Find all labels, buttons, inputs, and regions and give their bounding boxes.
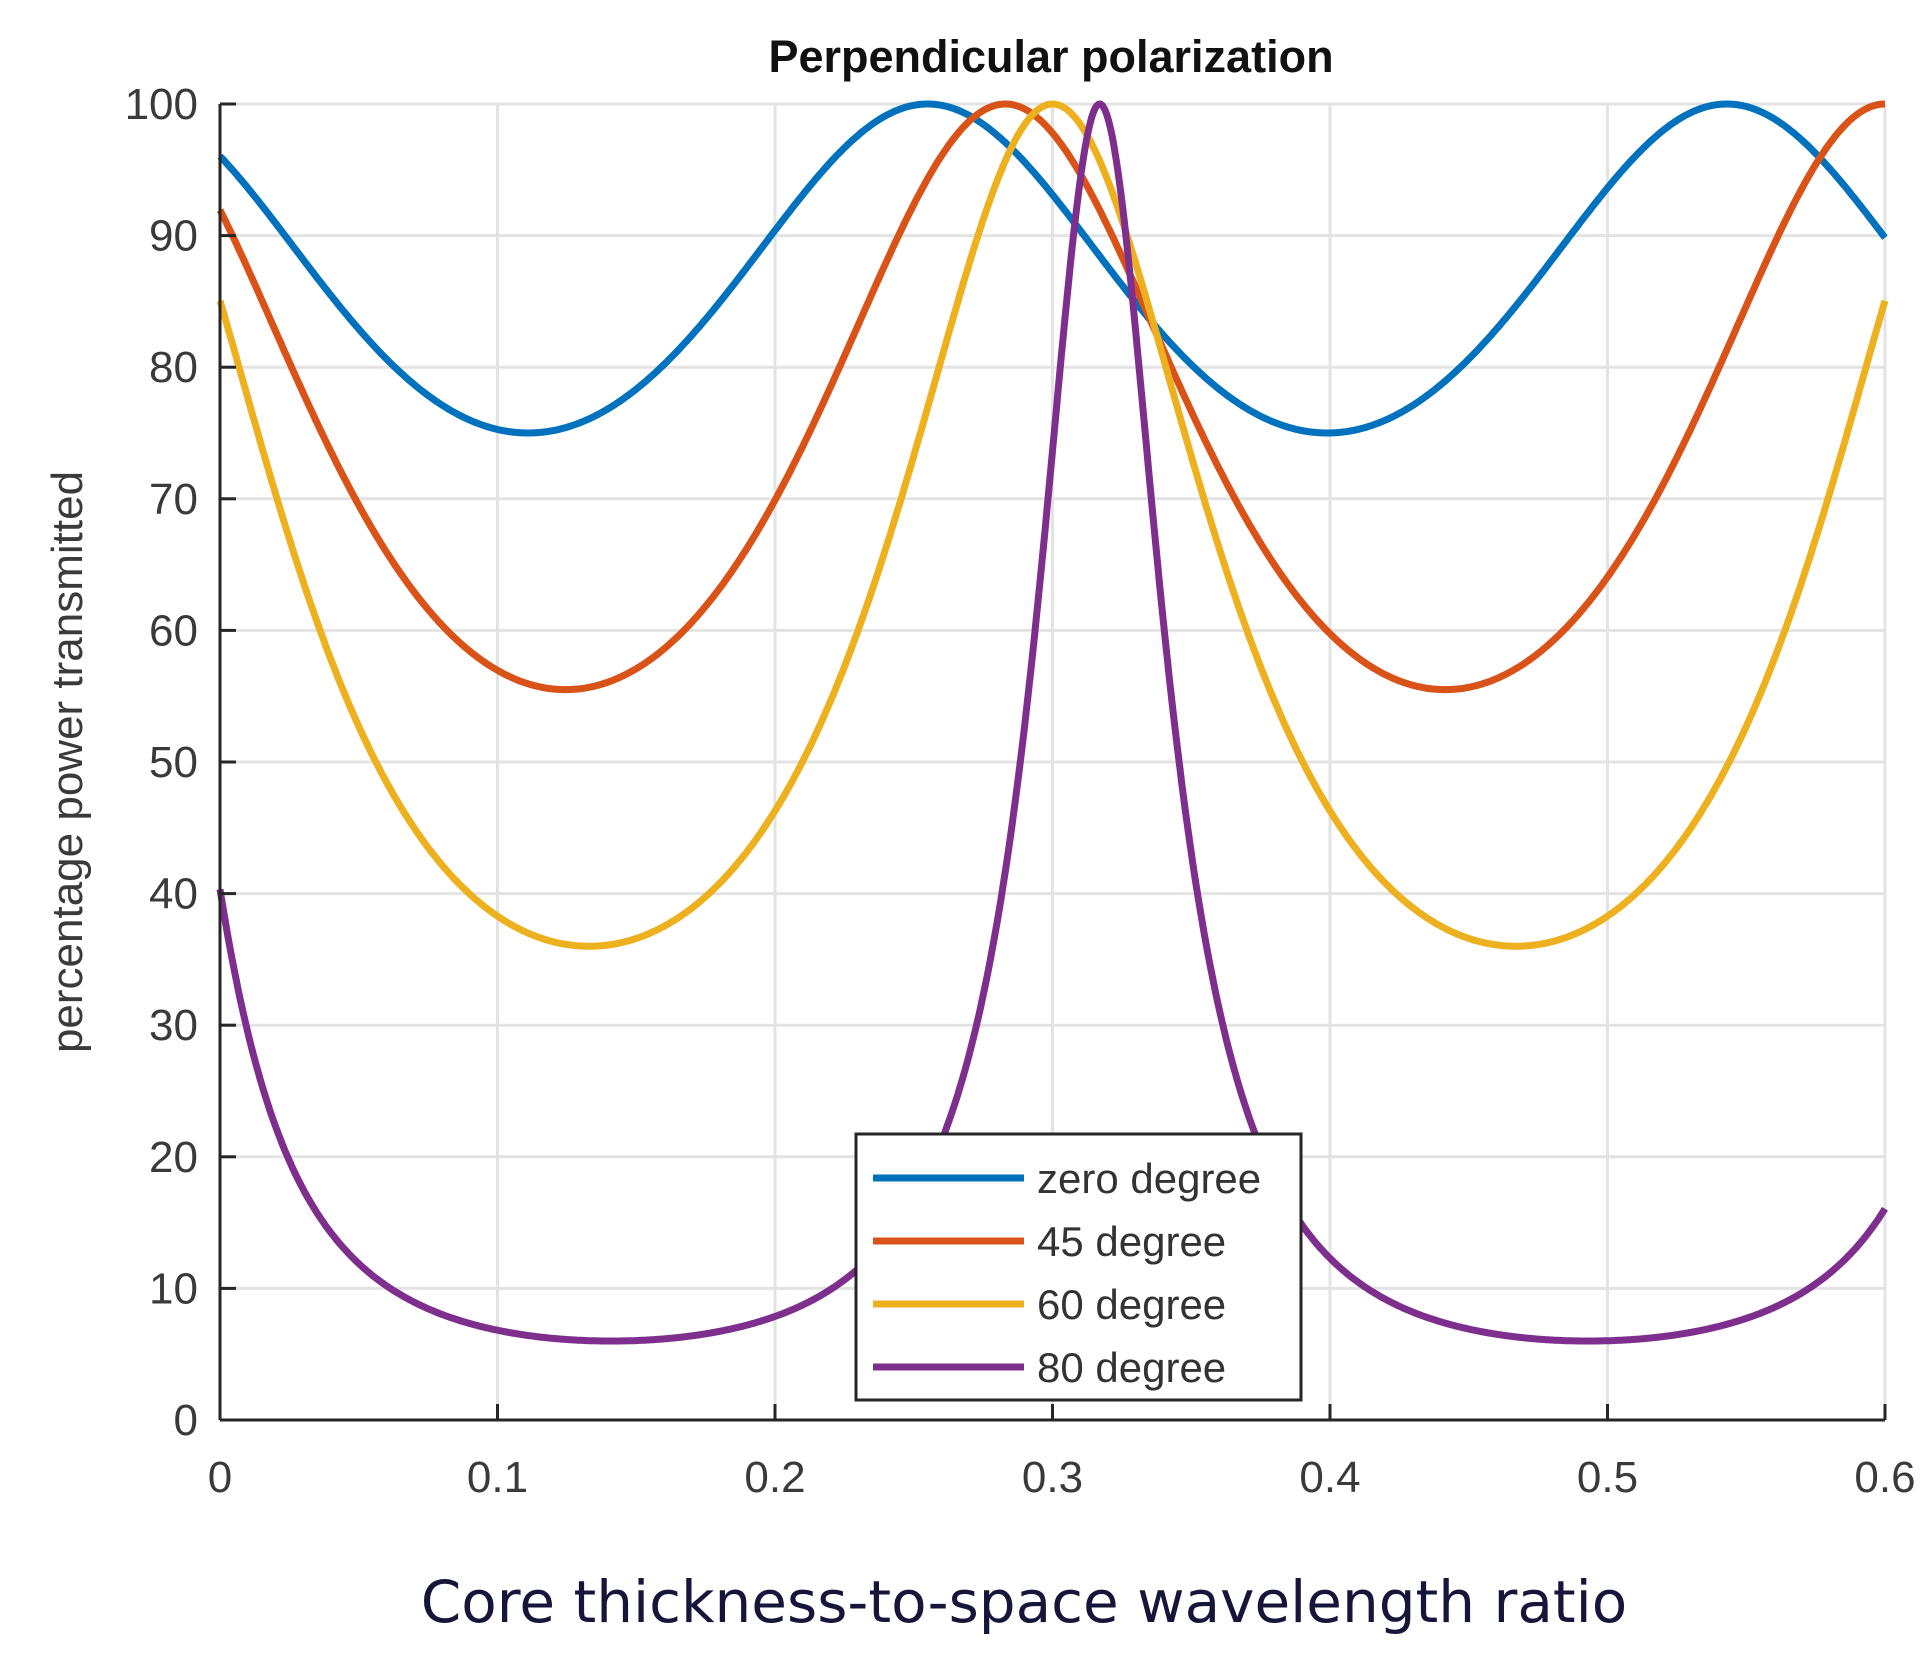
x-tick-label: 0.5 [1577,1453,1638,1502]
series-line-zero-degree [217,100,1888,437]
y-tick-label: 0 [174,1396,198,1445]
series-line-80-degree [216,100,1888,1345]
y-axis-label: percentage power transmitted [43,471,92,1053]
x-tick-label: 0.6 [1854,1453,1915,1502]
legend-label: 80 degree [1037,1344,1226,1391]
legend: zero degree 45 degree 60 degree 80 degree [854,1132,1303,1402]
series-line-45-degree [216,100,1888,694]
x-tick-label: 0.4 [1299,1453,1360,1502]
y-tick-label: 100 [125,80,198,129]
x-tick-label: 0.3 [1022,1453,1083,1502]
x-tick-label: 0 [208,1453,232,1502]
tick-labels: 0 0.1 0.2 0.3 0.4 0.5 0.6 0 10 20 30 40 50 60 70 80 90 10… [125,80,1916,1502]
y-tick-label: 60 [149,606,198,655]
legend-label: 60 degree [1037,1281,1226,1328]
x-tick-label: 0.2 [744,1453,805,1502]
y-tick-label: 10 [149,1264,198,1313]
y-tick-label: 70 [149,475,198,524]
y-tick-label: 20 [149,1133,198,1182]
y-tick-label: 40 [149,870,198,919]
chart-title: Perpendicular polarization [768,31,1333,82]
legend-label: zero degree [1037,1155,1261,1202]
y-tick-label: 50 [149,738,198,787]
y-tick-label: 30 [149,1001,198,1050]
y-tick-label: 80 [149,343,198,392]
series-lines [216,100,1889,1345]
x-tick-label: 0.1 [467,1453,528,1502]
y-tick-label: 90 [149,212,198,261]
x-axis-label: Core thickness-to-space wavelength ratio [421,1568,1627,1636]
axes [218,102,1887,1422]
series-line-60-degree [216,100,1889,950]
legend-label: 45 degree [1037,1218,1226,1265]
